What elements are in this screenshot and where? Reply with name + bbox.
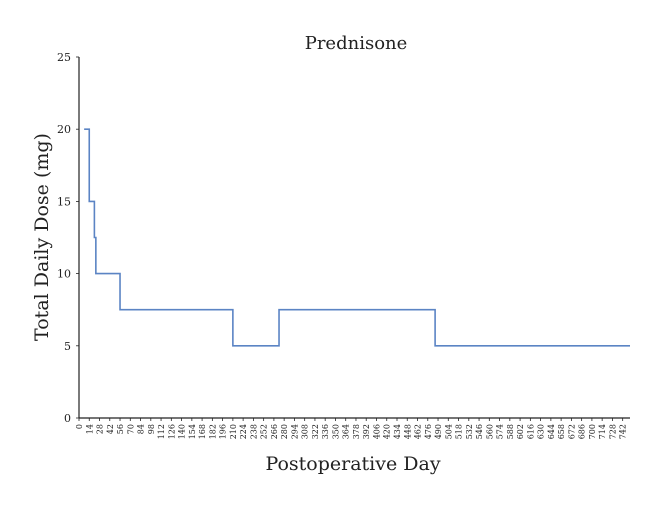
- x-tick-label: 378: [352, 424, 361, 439]
- x-tick-label: 728: [608, 424, 617, 439]
- y-tick-label: 15: [57, 195, 71, 208]
- x-tick-label: 742: [619, 424, 628, 439]
- y-ticks: 0 5 10 15 20 25: [57, 51, 79, 425]
- x-tick-label: 686: [578, 424, 587, 439]
- x-tick-label: 560: [485, 424, 494, 439]
- x-tick-label: 70: [126, 424, 135, 434]
- x-tick-label: 210: [229, 424, 238, 439]
- x-tick-label: 252: [260, 424, 269, 439]
- x-tick-label: 574: [496, 424, 505, 439]
- y-tick-label: 25: [57, 51, 71, 64]
- x-tick-label: 434: [393, 424, 402, 439]
- x-tick-label: 168: [198, 424, 207, 439]
- x-tick-label: 14: [85, 424, 94, 434]
- x-tick-label: 84: [137, 424, 146, 434]
- x-tick-label: 616: [526, 424, 535, 439]
- x-tick-label: 56: [116, 424, 125, 434]
- x-axis-label: Postoperative Day: [265, 453, 440, 475]
- y-tick-label: 5: [64, 340, 71, 353]
- x-tick-label: 308: [301, 424, 310, 439]
- x-tick-label: 504: [444, 424, 453, 439]
- series-line-prednisone-dose: [84, 128, 630, 347]
- chart-title: Prednisone: [305, 33, 408, 54]
- x-tick-label: 0: [75, 424, 84, 429]
- x-tick-label: 392: [362, 424, 371, 439]
- x-tick-label: 714: [598, 424, 607, 439]
- x-tick-label: 266: [270, 424, 279, 439]
- x-tick-label: 518: [455, 424, 464, 439]
- x-tick-label: 406: [372, 424, 381, 439]
- y-tick-label: 0: [64, 412, 71, 425]
- x-tick-label: 336: [321, 424, 330, 439]
- x-tick-label: 182: [208, 424, 217, 439]
- x-tick-label: 476: [424, 424, 433, 439]
- x-tick-label: 602: [516, 424, 525, 439]
- x-tick-label: 126: [167, 424, 176, 439]
- y-tick-label: 20: [57, 123, 71, 136]
- x-tick-label: 98: [147, 424, 156, 434]
- x-tick-label: 532: [465, 424, 474, 439]
- x-tick-label: 364: [342, 424, 351, 439]
- x-tick-label: 350: [331, 424, 340, 439]
- x-tick-label: 658: [557, 424, 566, 439]
- x-tick-label: 112: [157, 424, 166, 439]
- x-tick-label: 28: [96, 424, 105, 434]
- x-tick-label: 280: [280, 424, 289, 439]
- x-tick-label: 448: [403, 424, 412, 439]
- x-tick-label: 154: [188, 424, 197, 439]
- x-tick-label: 42: [106, 424, 115, 434]
- x-ticks: 0 14 28 42 56 70 84 98 112 126 140 154 168 182 196 210 2…: [75, 418, 628, 439]
- x-tick-label: 672: [567, 424, 576, 439]
- x-tick-label: 546: [475, 424, 484, 439]
- x-tick-label: 322: [311, 424, 320, 439]
- y-tick-label: 10: [57, 268, 71, 281]
- x-tick-label: 224: [239, 424, 248, 439]
- x-tick-label: 630: [537, 424, 546, 439]
- x-tick-label: 588: [506, 424, 515, 439]
- x-tick-label: 644: [547, 424, 556, 439]
- x-tick-label: 490: [434, 424, 443, 439]
- x-tick-label: 140: [178, 424, 187, 439]
- x-tick-label: 420: [383, 424, 392, 439]
- x-tick-label: 462: [414, 424, 423, 439]
- x-tick-label: 294: [290, 424, 299, 439]
- x-tick-label: 238: [249, 424, 258, 439]
- x-tick-label: 196: [219, 424, 228, 439]
- y-axis-label: Total Daily Dose (mg): [31, 133, 53, 341]
- x-tick-label: 700: [588, 424, 597, 439]
